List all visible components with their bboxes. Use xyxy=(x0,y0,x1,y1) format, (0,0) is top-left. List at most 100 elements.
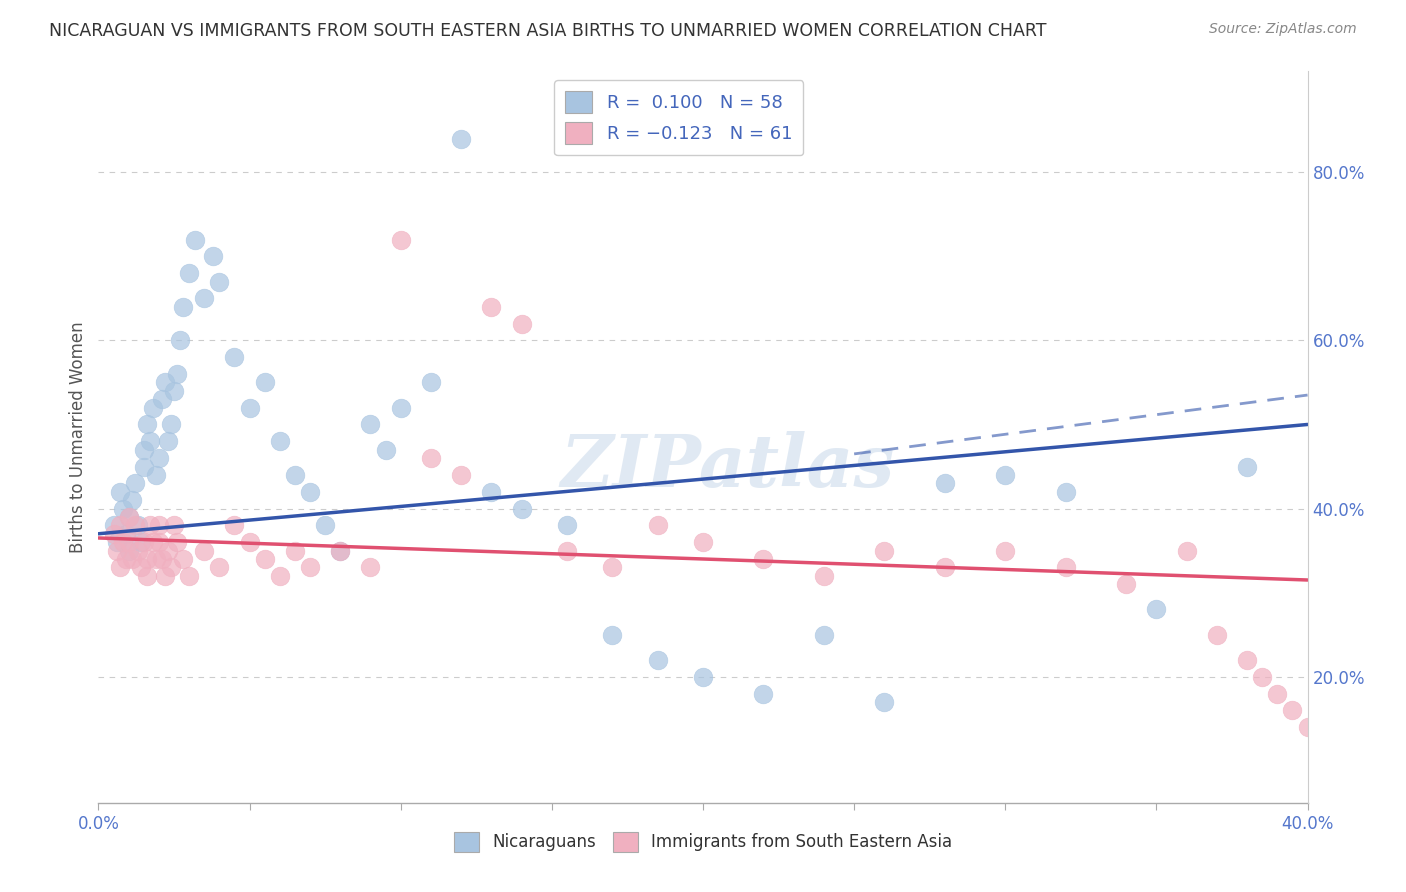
Point xyxy=(1144,602,1167,616)
Point xyxy=(114,526,136,541)
Point xyxy=(602,627,624,641)
Point xyxy=(299,560,322,574)
Point xyxy=(169,334,191,348)
Legend: Nicaraguans, Immigrants from South Eastern Asia: Nicaraguans, Immigrants from South Easte… xyxy=(446,823,960,860)
Point xyxy=(179,266,201,280)
Point xyxy=(1175,543,1198,558)
Point xyxy=(510,317,533,331)
Point xyxy=(360,417,382,432)
Point xyxy=(1296,720,1319,734)
Point xyxy=(253,552,276,566)
Point xyxy=(124,518,146,533)
Point xyxy=(555,518,578,533)
Point xyxy=(224,350,246,364)
Point xyxy=(647,653,669,667)
Point xyxy=(127,518,149,533)
Point xyxy=(105,543,128,558)
Point xyxy=(360,560,382,574)
Point xyxy=(148,535,170,549)
Point xyxy=(127,543,149,558)
Point xyxy=(145,552,167,566)
Point xyxy=(329,543,352,558)
Point xyxy=(166,367,188,381)
Point xyxy=(314,518,336,533)
Point xyxy=(1267,686,1289,700)
Point xyxy=(239,535,262,549)
Point xyxy=(118,510,141,524)
Point xyxy=(111,501,134,516)
Point xyxy=(193,543,215,558)
Point xyxy=(481,300,503,314)
Point xyxy=(269,569,291,583)
Point xyxy=(121,493,143,508)
Point xyxy=(208,560,231,574)
Point xyxy=(1251,670,1274,684)
Point xyxy=(934,560,956,574)
Point xyxy=(148,518,170,533)
Point xyxy=(145,467,167,482)
Y-axis label: Births to Unmarried Women: Births to Unmarried Women xyxy=(69,321,87,553)
Point xyxy=(156,434,179,449)
Point xyxy=(208,275,231,289)
Point xyxy=(108,518,131,533)
Point xyxy=(166,535,188,549)
Point xyxy=(105,535,128,549)
Point xyxy=(1236,459,1258,474)
Point xyxy=(481,484,503,499)
Point xyxy=(389,233,412,247)
Point xyxy=(118,535,141,549)
Point xyxy=(224,518,246,533)
Point xyxy=(692,535,714,549)
Point xyxy=(813,627,835,641)
Point xyxy=(253,376,276,390)
Point xyxy=(172,300,194,314)
Point xyxy=(813,569,835,583)
Point xyxy=(284,543,307,558)
Point xyxy=(284,467,307,482)
Point xyxy=(752,552,775,566)
Point xyxy=(1281,703,1303,717)
Point xyxy=(153,376,176,390)
Point xyxy=(121,552,143,566)
Point xyxy=(111,535,134,549)
Point xyxy=(510,501,533,516)
Point xyxy=(103,518,125,533)
Point xyxy=(135,417,157,432)
Point xyxy=(160,560,183,574)
Point xyxy=(994,467,1017,482)
Point xyxy=(129,560,152,574)
Point xyxy=(994,543,1017,558)
Point xyxy=(269,434,291,449)
Point xyxy=(239,401,262,415)
Point xyxy=(172,552,194,566)
Point xyxy=(374,442,396,457)
Point xyxy=(329,543,352,558)
Point xyxy=(299,484,322,499)
Point xyxy=(142,401,165,415)
Point xyxy=(108,560,131,574)
Point xyxy=(135,552,157,566)
Point xyxy=(1115,577,1137,591)
Point xyxy=(118,510,141,524)
Point xyxy=(129,535,152,549)
Text: Source: ZipAtlas.com: Source: ZipAtlas.com xyxy=(1209,22,1357,37)
Point xyxy=(873,695,896,709)
Point xyxy=(389,401,412,415)
Point xyxy=(103,526,125,541)
Point xyxy=(139,518,162,533)
Point xyxy=(647,518,669,533)
Point xyxy=(1236,653,1258,667)
Point xyxy=(150,552,173,566)
Point xyxy=(114,552,136,566)
Point xyxy=(160,417,183,432)
Point xyxy=(163,518,186,533)
Point xyxy=(752,686,775,700)
Point xyxy=(150,392,173,407)
Point xyxy=(1206,627,1229,641)
Text: NICARAGUAN VS IMMIGRANTS FROM SOUTH EASTERN ASIA BIRTHS TO UNMARRIED WOMEN CORRE: NICARAGUAN VS IMMIGRANTS FROM SOUTH EAST… xyxy=(49,22,1046,40)
Point xyxy=(156,543,179,558)
Point xyxy=(450,467,472,482)
Point xyxy=(139,434,162,449)
Point xyxy=(692,670,714,684)
Point xyxy=(934,476,956,491)
